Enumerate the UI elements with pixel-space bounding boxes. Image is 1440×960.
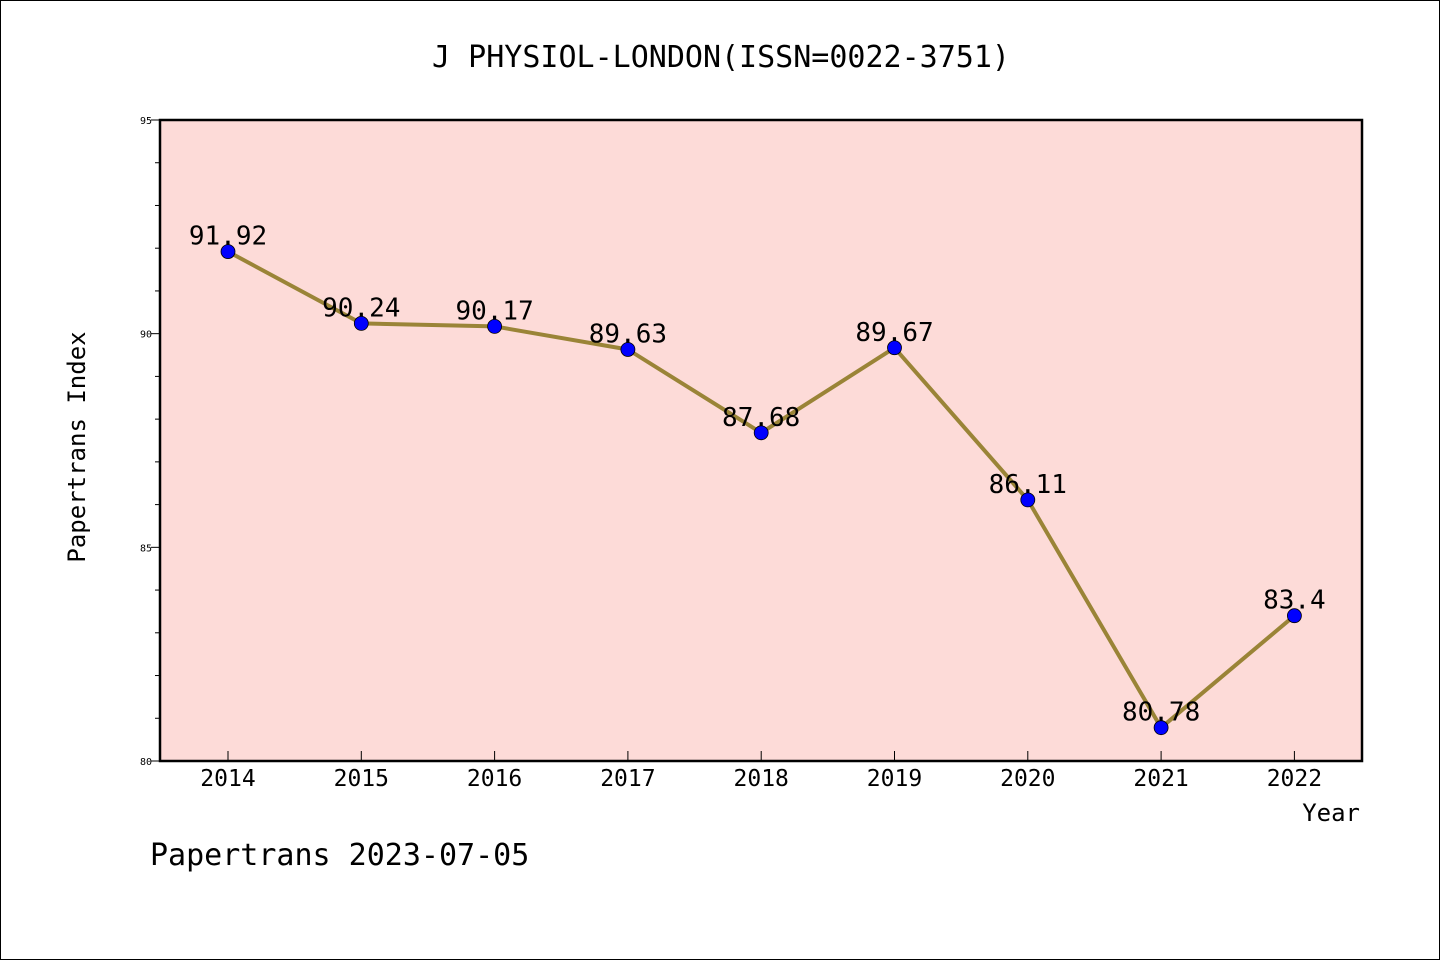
data-label: 87.68	[722, 403, 800, 433]
data-point	[1287, 608, 1302, 624]
chart-title: J PHYSIOL-LONDON(ISSN=0022-3751)	[432, 40, 1010, 75]
x-tick-label: 2018	[734, 766, 789, 792]
data-label: 86.11	[989, 470, 1067, 500]
footer-stamp: Papertrans 2023-07-05	[150, 838, 529, 873]
data-point	[353, 316, 369, 331]
y-tick-label: 80	[140, 757, 152, 768]
x-tick-label: 2021	[1133, 766, 1188, 792]
x-tick-label: 2014	[200, 766, 255, 792]
plot-area	[160, 120, 1362, 761]
x-tick-label: 2019	[867, 766, 922, 792]
x-tick-label: 2022	[1267, 766, 1322, 792]
x-tick-label: 2015	[334, 766, 389, 792]
y-axis-title: Papertrans Index	[63, 331, 91, 562]
plot-border	[158, 118, 1364, 763]
data-point	[753, 425, 769, 441]
y-tick-label: 85	[140, 543, 152, 554]
x-tick-label: 2020	[1000, 766, 1055, 792]
x-axis-title: Year	[1302, 799, 1360, 827]
data-point	[620, 342, 636, 357]
data-label: 89.63	[589, 319, 667, 349]
y-tick-label: 95	[140, 116, 152, 127]
data-point	[220, 244, 236, 260]
x-tick-label: 2017	[600, 766, 655, 792]
series-layer: 91.92 90.24 90.17 89.63 87.68 89.67 86.11 80.78…	[189, 222, 1326, 736]
axis-ticks: 80 85 90 95 2014 2015 2016 2017 2018 2019 2020 2021…	[140, 116, 1322, 792]
x-tick-label: 2016	[467, 766, 522, 792]
data-label: 90.17	[455, 296, 533, 326]
data-label: 89.67	[855, 318, 933, 348]
data-point	[1020, 492, 1036, 508]
y-tick-label: 90	[140, 330, 152, 341]
data-label: 83.4	[1263, 586, 1326, 616]
data-label: 91.92	[189, 222, 267, 252]
data-point	[1153, 720, 1169, 736]
data-point	[887, 340, 902, 356]
data-point	[487, 319, 503, 334]
data-label: 80.78	[1122, 698, 1200, 728]
data-label: 90.24	[322, 293, 400, 323]
